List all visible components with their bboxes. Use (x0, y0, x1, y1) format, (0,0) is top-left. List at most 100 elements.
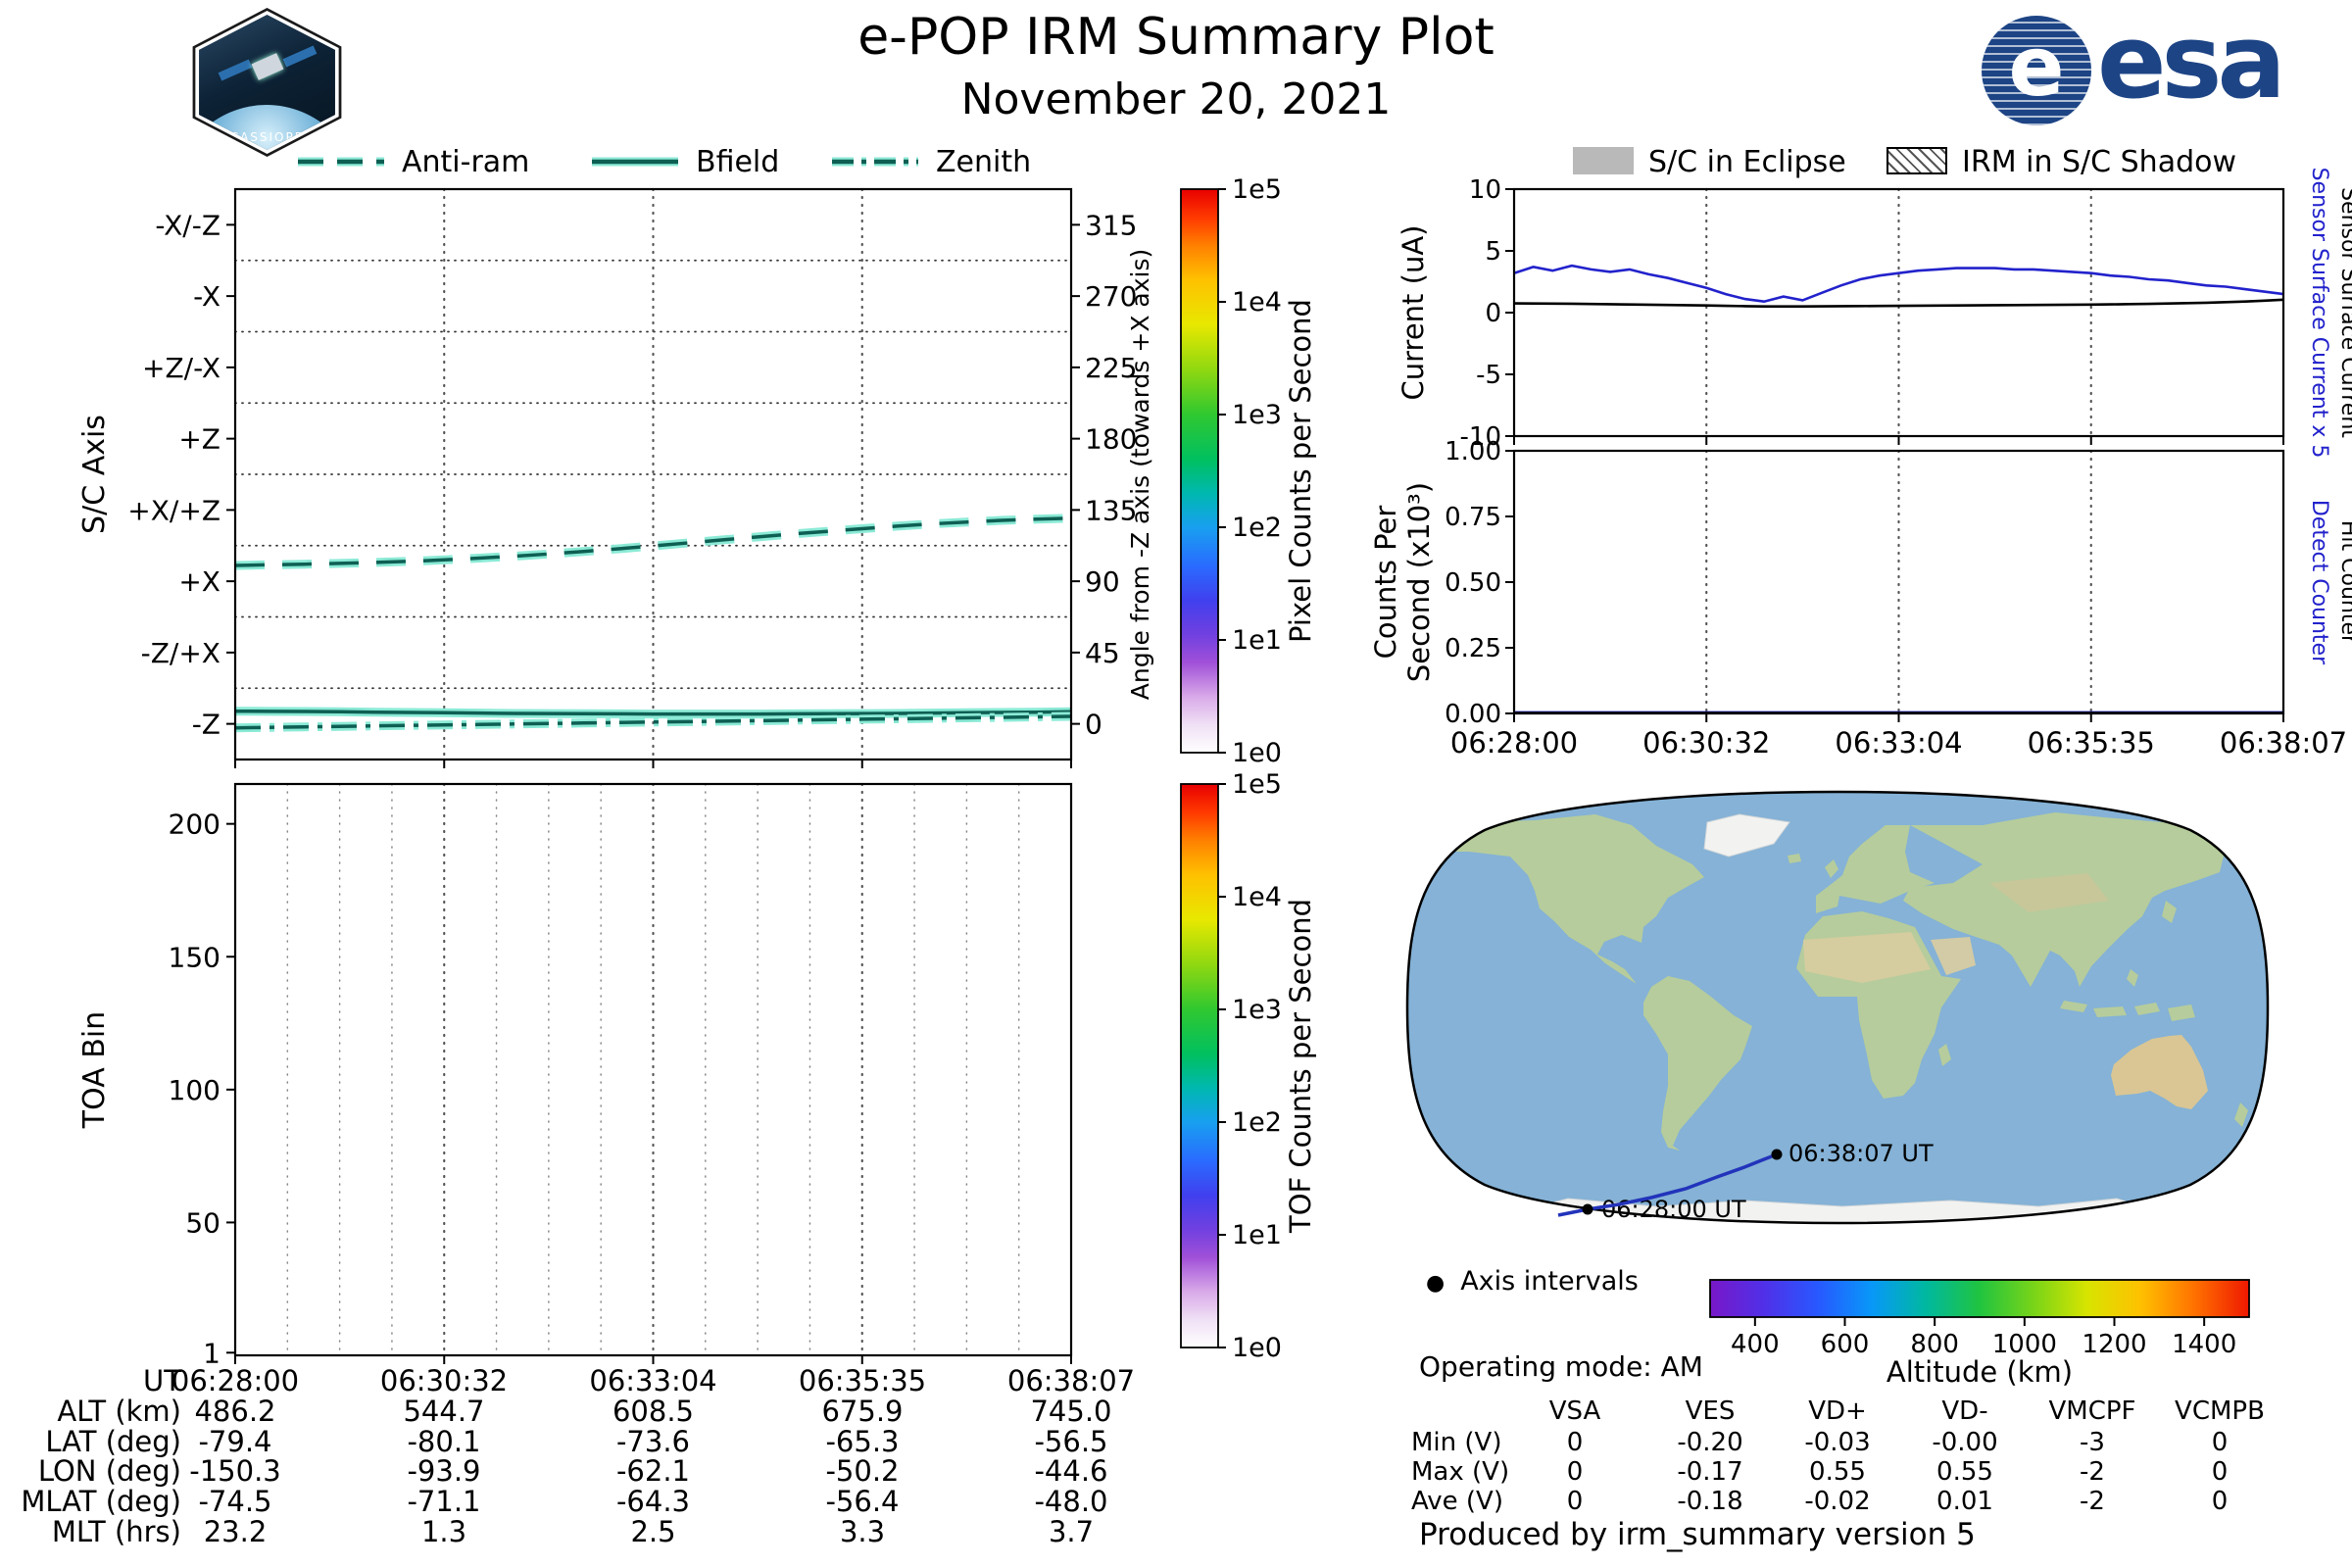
tick-label: 0.50 (1445, 568, 1501, 598)
ephemeris-value: -80.1 (407, 1424, 481, 1458)
tick-label: 10 (1469, 175, 1501, 205)
legend-label-anti-ram: Anti-ram (402, 145, 530, 179)
tick-label: +X (178, 565, 220, 598)
current-right-label-blue: Sensor Surface Current x 5 (2307, 168, 2331, 459)
esa-globe-stripes (1982, 16, 2091, 125)
tick-label: 0.00 (1445, 700, 1501, 729)
voltage-column-header: VMCPF (2048, 1396, 2136, 1426)
voltage-value: 0 (2211, 1487, 2229, 1516)
voltage-column-header: VES (1685, 1396, 1736, 1426)
voltage-value: 0 (2211, 1457, 2229, 1487)
tick-label: 0 (1485, 299, 1501, 328)
voltage-row-label: Ave (V) (1411, 1487, 1503, 1516)
time-tick-label: 06:38:07 (2220, 726, 2347, 760)
counts-plot: 0.00 0.25 0.50 0.75 1.00 06:28:00 06:30:32 06:3… (1369, 437, 2352, 760)
tick-label: 1.00 (1445, 437, 1501, 466)
anti-ram-legend-line-icon (298, 157, 384, 167)
tick-label: 0.75 (1445, 503, 1501, 532)
ephemeris-row-label: MLT (hrs) (51, 1515, 181, 1548)
tick-label: 1e3 (1232, 400, 1282, 430)
voltage-column-header: VD+ (1808, 1396, 1867, 1426)
tick-label: -10 (1460, 422, 1501, 452)
colorbar-tof: 1e0 1e1 1e2 1e3 1e4 1e5 TOF Counts per Second (1180, 769, 1317, 1363)
voltage-value: 0.55 (1809, 1457, 1866, 1487)
sc-axis-right-label: Angle from -Z axis (towards +X axis) (1126, 249, 1154, 701)
tick-label: 1e4 (1232, 287, 1282, 318)
ephemeris-value: 23.2 (203, 1515, 268, 1548)
tick-label: 150 (169, 941, 220, 973)
ephemeris-value: -62.1 (615, 1454, 691, 1489)
ephemeris-value: -73.6 (615, 1424, 691, 1458)
trajectory-point (1582, 1203, 1593, 1215)
voltage-value: -2 (2080, 1457, 2105, 1487)
map-outline (1405, 790, 2270, 1225)
ephemeris-value: 06:33:04 (589, 1364, 717, 1397)
tick-label: 100 (169, 1074, 220, 1106)
tick-label: 225 (1085, 352, 1137, 384)
tick-label: 1e1 (1232, 625, 1282, 656)
tick-label: -5 (1476, 361, 1501, 390)
time-tick-label: 06:28:00 (1450, 726, 1578, 760)
tick-label: +Z/-X (142, 352, 220, 384)
tick-label: 1e5 (1232, 174, 1282, 205)
tick-label: 800 (1910, 1330, 1959, 1359)
voltage-value: 0.55 (1936, 1457, 1993, 1487)
legend-label-shadow: IRM in S/C Shadow (1962, 145, 2237, 179)
voltage-value: 0.01 (1936, 1487, 1993, 1516)
esa-e-glyph: e (2008, 19, 2065, 115)
tick-label: 180 (1085, 423, 1137, 456)
eclipse-swatch-icon (1573, 147, 1634, 174)
ephemeris-value: 06:38:07 (1006, 1364, 1136, 1397)
voltage-value: -0.17 (1677, 1457, 1743, 1487)
ephemeris-value: 608.5 (612, 1394, 695, 1428)
page-title: e-POP IRM Summary Plot (858, 8, 1494, 67)
world-map: 06:28:00 UT 06:38:07 UT (1405, 790, 2270, 1225)
voltage-value: -3 (2080, 1428, 2105, 1457)
voltage-column-header: VCMPB (2175, 1396, 2265, 1426)
map-landmasses (1438, 812, 2250, 1223)
ephemeris-row-label: UT (143, 1364, 181, 1397)
ephemeris-value: -56.5 (1034, 1424, 1108, 1458)
tick-label: 1e0 (1232, 1333, 1282, 1363)
tick-label: 1000 (1992, 1330, 2057, 1359)
tick-label: 270 (1085, 280, 1137, 313)
tick-label: 200 (169, 808, 220, 841)
tick-label: 315 (1085, 209, 1137, 241)
ephemeris-value: -48.0 (1034, 1485, 1108, 1519)
tick-label: 1e5 (1232, 769, 1282, 800)
ephemeris-value: -150.3 (189, 1454, 281, 1489)
ephemeris-value: -71.1 (407, 1485, 481, 1519)
legend-label-eclipse: S/C in Eclipse (1648, 145, 1846, 179)
tick-label: +X/+Z (127, 494, 220, 526)
zenith-legend-line-icon (832, 157, 918, 167)
tick-label: 0.25 (1445, 634, 1501, 663)
voltage-value: 0 (1566, 1487, 1584, 1516)
counts-right-label-blue: Detect Counter (2307, 500, 2331, 665)
voltage-value: -0.20 (1677, 1428, 1743, 1457)
voltage-column-header: VD- (1941, 1396, 1988, 1426)
esa-wordmark: esa (2097, 2, 2286, 122)
tick-label: 600 (1821, 1330, 1870, 1359)
current-plot: -10 -5 0 5 10 Current (uA) Sensor Surface Curr… (1396, 168, 2352, 459)
ephemeris-row-label: LAT (deg) (45, 1424, 181, 1458)
ephemeris-table: UT 06:28:00 06:30:32 06:33:04 06:35:35 06:38:… (0, 1364, 1186, 1560)
legend-label-zenith: Zenith (936, 145, 1032, 179)
ephemeris-value: 675.9 (821, 1394, 904, 1428)
time-tick-label: 06:30:32 (1642, 726, 1770, 760)
sc-axis-plot: -Z -Z/+X +X +X/+Z +Z +Z/-X -X -X/-Z 0 45 90 135 180 2… (77, 187, 1154, 768)
page-date: November 20, 2021 (960, 74, 1392, 124)
ephemeris-value: -50.2 (825, 1454, 900, 1489)
ephemeris-value: 1.3 (420, 1515, 467, 1548)
counts-ylabel: Second (x10³) (1402, 482, 1436, 682)
tick-label: 1e2 (1232, 1107, 1282, 1138)
toa-ylabel: TOA Bin (77, 1011, 112, 1129)
bfield-legend-line-icon (592, 157, 678, 167)
ephemeris-value: -64.3 (615, 1485, 691, 1519)
ephemeris-value: -65.3 (825, 1424, 900, 1458)
legend-label-bfield: Bfield (696, 145, 780, 179)
tick-label: 90 (1085, 565, 1120, 598)
ephemeris-row-label: MLAT (deg) (21, 1485, 181, 1519)
tick-label: 1e2 (1232, 513, 1282, 543)
